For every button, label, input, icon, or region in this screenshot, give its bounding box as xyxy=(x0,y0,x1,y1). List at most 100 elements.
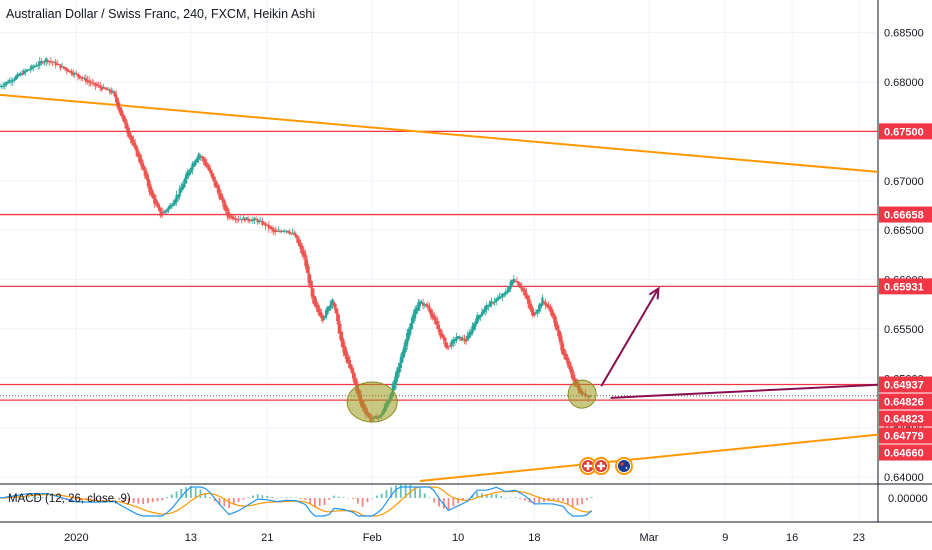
candle-body xyxy=(124,118,127,129)
candle-body xyxy=(213,176,216,186)
candle-body xyxy=(192,162,196,167)
macd-histogram-bar xyxy=(457,498,459,504)
macd-histogram-bar xyxy=(204,493,207,498)
macd-histogram-bar xyxy=(37,496,40,498)
candle-body xyxy=(512,278,515,283)
candle-body xyxy=(282,230,285,232)
price-label-box xyxy=(879,206,932,223)
macd-histogram-bar xyxy=(94,498,97,500)
candle-body xyxy=(552,312,555,319)
candle-body xyxy=(248,219,251,222)
macd-histogram-bar xyxy=(452,498,455,507)
candle-body xyxy=(186,171,189,179)
candle-body xyxy=(256,219,259,223)
candle-body xyxy=(243,218,247,222)
trendline xyxy=(610,383,879,399)
candle-body xyxy=(103,87,107,89)
candle-body xyxy=(449,345,452,347)
candle-body xyxy=(442,335,445,341)
candle-body xyxy=(420,301,423,304)
candle-body xyxy=(134,142,137,150)
candle-body xyxy=(460,336,463,341)
candle-body xyxy=(355,378,358,392)
candle-body xyxy=(95,84,99,87)
candle-body xyxy=(24,70,27,73)
candle-body xyxy=(237,219,240,221)
candle-body xyxy=(274,230,277,233)
candle-body xyxy=(178,188,181,197)
macd-histogram-bar xyxy=(333,495,335,498)
candle-body xyxy=(328,306,331,311)
candle-body xyxy=(16,73,19,78)
macd-histogram-bar xyxy=(70,498,73,501)
macd-histogram-bar xyxy=(586,498,588,501)
candle-body xyxy=(471,326,474,334)
candle-body xyxy=(324,310,328,318)
candle-body xyxy=(73,73,76,75)
candle-body xyxy=(456,336,460,339)
macd-histogram-bar xyxy=(99,498,102,500)
candle-body xyxy=(520,285,523,291)
macd-histogram-bar xyxy=(156,498,159,502)
candle-body xyxy=(199,156,202,158)
macd-histogram-bar xyxy=(438,498,440,507)
candle-body xyxy=(453,339,457,342)
candle-body xyxy=(398,362,401,373)
candle-body xyxy=(423,303,426,305)
candle-body xyxy=(345,350,348,363)
candle-body xyxy=(76,73,80,77)
candle-body xyxy=(506,290,509,294)
price-axis-tick-label: 0.68500 xyxy=(884,28,924,40)
macd-histogram-bar xyxy=(428,497,431,499)
candle-body xyxy=(495,298,498,303)
candle-body xyxy=(555,321,558,331)
candle-body xyxy=(331,299,334,305)
candle-body xyxy=(11,80,14,82)
candle-body xyxy=(277,230,280,232)
candle-body xyxy=(550,309,554,317)
candle-body xyxy=(511,280,514,286)
price-label-box xyxy=(879,376,932,393)
candle-body xyxy=(291,232,294,234)
candle-body xyxy=(130,136,134,144)
candle-body xyxy=(312,288,315,304)
macd-histogram-bar xyxy=(118,498,121,500)
candle-body xyxy=(278,231,282,233)
macd-histogram-bar xyxy=(371,498,374,499)
swiss-flag-icon xyxy=(584,464,592,468)
macd-histogram-bar xyxy=(237,498,240,503)
macd-histogram-bar xyxy=(22,496,25,498)
candle-body xyxy=(40,61,43,64)
candle-body xyxy=(62,66,65,69)
macd-histogram-bar xyxy=(581,498,584,505)
candle-body xyxy=(472,323,476,330)
candle-body xyxy=(137,151,140,158)
candle-body xyxy=(429,309,433,317)
candle-body xyxy=(121,111,124,119)
trendline xyxy=(0,93,879,173)
candle-body xyxy=(242,217,245,220)
macd-line xyxy=(0,486,593,517)
candle-body xyxy=(161,211,164,215)
highlight-ellipse xyxy=(567,379,597,409)
candle-body xyxy=(488,301,491,307)
candle-body xyxy=(239,219,242,221)
candle-body xyxy=(151,190,154,199)
price-label-box xyxy=(879,278,932,295)
candle-body xyxy=(59,64,62,69)
macd-histogram-bar xyxy=(504,497,507,499)
candle-body xyxy=(394,372,398,385)
candle-body xyxy=(215,181,218,188)
candle-body xyxy=(142,162,145,170)
candle-body xyxy=(334,304,337,313)
candle-body xyxy=(396,367,399,379)
macd-histogram-bar xyxy=(399,484,402,498)
macd-histogram-bar xyxy=(304,498,307,500)
candle-body xyxy=(60,66,64,68)
candle-body xyxy=(418,301,422,307)
candle-body xyxy=(25,69,29,72)
candle-body xyxy=(285,230,288,232)
candle-body xyxy=(463,338,466,341)
candle-body xyxy=(207,164,210,170)
